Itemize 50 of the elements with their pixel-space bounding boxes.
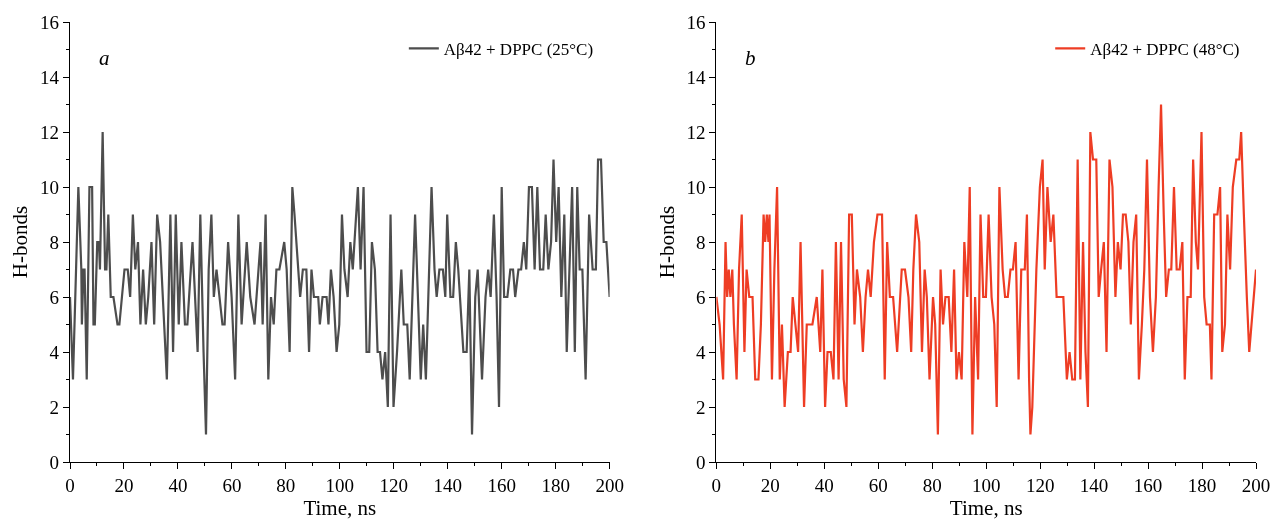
x-axis-title: Time, ns: [303, 495, 377, 520]
x-tick-label: 60: [868, 474, 888, 496]
y-tick-label: 14: [686, 66, 706, 88]
legend-label: Aβ42 + DPPC (48°C): [1090, 39, 1240, 59]
x-tick-label: 180: [541, 474, 570, 496]
y-tick-label: 0: [49, 451, 60, 473]
x-tick-label: 200: [595, 474, 624, 496]
y-axis-title: H-bonds: [8, 205, 33, 279]
x-tick-label: 100: [325, 474, 355, 496]
x-tick-label: 40: [814, 474, 834, 496]
y-tick-label: 2: [49, 396, 60, 418]
line-series: [716, 103, 1256, 436]
y-axis-title: H-bonds: [654, 205, 679, 279]
y-tick-label: 10: [40, 176, 60, 198]
x-tick-label: 160: [487, 474, 516, 496]
y-tick-label: 14: [40, 66, 60, 88]
y-tick-label: 4: [695, 341, 706, 363]
x-tick-label: 20: [114, 474, 134, 496]
y-tick-label: 4: [49, 341, 60, 363]
x-tick-label: 140: [433, 474, 462, 496]
y-tick-label: 6: [49, 286, 60, 308]
x-tick-label: 120: [379, 474, 409, 496]
y-tick-label: 16: [40, 11, 60, 33]
x-tick-label: 80: [922, 474, 942, 496]
legend-label: Aβ42 + DPPC (25°C): [443, 39, 594, 59]
y-tick-label: 8: [49, 231, 60, 253]
x-tick-label: 100: [971, 474, 1001, 496]
x-tick-label: 0: [711, 474, 722, 496]
x-axis-title: Time, ns: [949, 495, 1023, 520]
y-tick-label: 12: [40, 121, 60, 143]
y-tick-label: 0: [695, 451, 706, 473]
annotation: a: [99, 46, 110, 70]
x-tick-label: 120: [1025, 474, 1055, 496]
x-tick-label: 200: [1241, 474, 1271, 496]
x-tick-label: 0: [65, 474, 75, 496]
x-tick-label: 20: [760, 474, 780, 496]
annotation: b: [745, 46, 756, 70]
x-tick-label: 140: [1079, 474, 1109, 496]
y-tick-label: 6: [695, 286, 706, 308]
y-tick-label: 10: [686, 176, 706, 198]
y-tick-label: 2: [695, 396, 706, 418]
x-tick-label: 160: [1133, 474, 1163, 496]
x-tick-label: 40: [168, 474, 188, 496]
x-tick-label: 180: [1187, 474, 1217, 496]
x-tick-label: 80: [276, 474, 296, 496]
y-tick-label: 12: [686, 121, 706, 143]
y-tick-label: 8: [695, 231, 706, 253]
y-tick-label: 16: [686, 11, 706, 33]
x-tick-label: 60: [222, 474, 242, 496]
line-series: [70, 130, 610, 436]
